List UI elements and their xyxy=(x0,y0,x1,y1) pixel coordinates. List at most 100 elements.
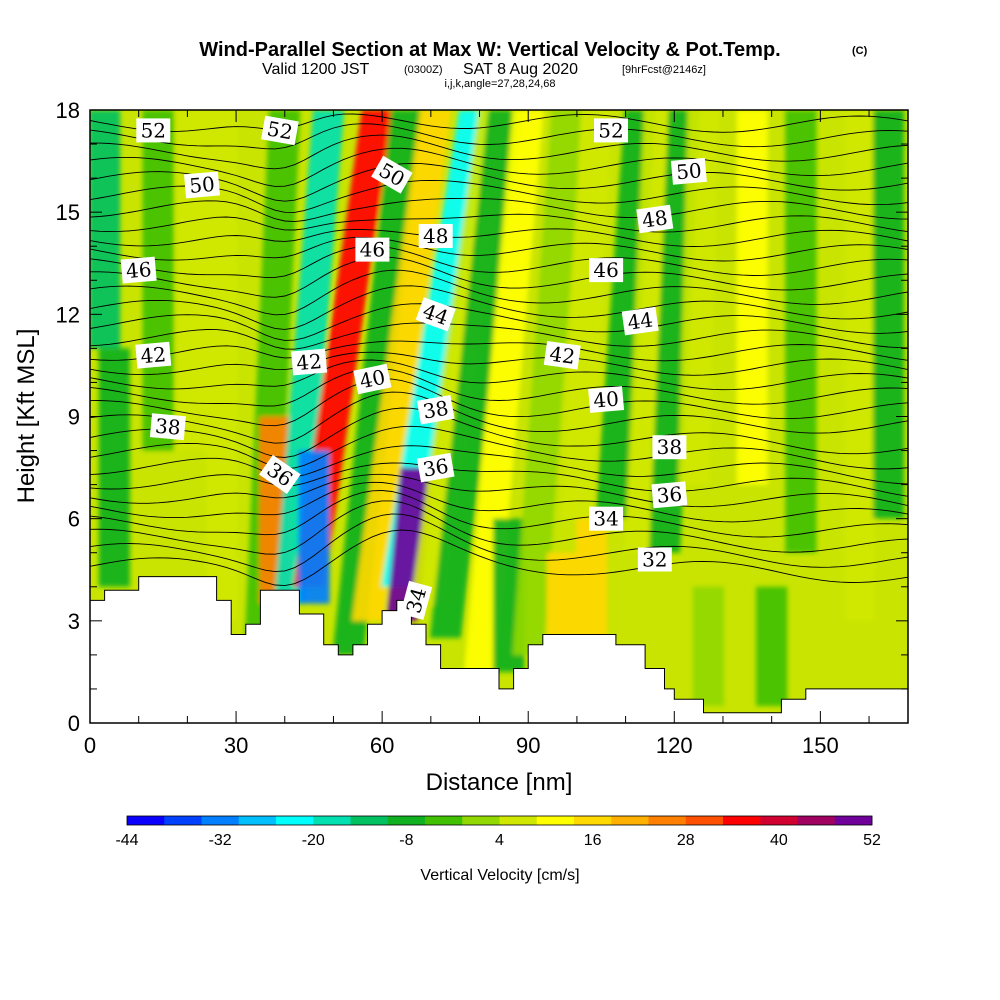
colorbar-swatch xyxy=(127,816,165,825)
contour-label: 52 xyxy=(261,115,299,146)
isentrope-line xyxy=(90,445,908,485)
contour-label-box xyxy=(670,157,707,185)
contour-label-text: 42 xyxy=(140,342,167,368)
velocity-band xyxy=(546,552,578,638)
contour-label-box xyxy=(136,118,171,143)
contour-label: 48 xyxy=(418,224,453,248)
y-tick-label: 9 xyxy=(68,405,80,430)
isentrope-line xyxy=(90,407,908,458)
contour-label: 36 xyxy=(416,452,455,483)
contour-label-box xyxy=(135,341,172,369)
contour-label-text: 46 xyxy=(125,257,152,283)
isentrope-line xyxy=(90,490,908,538)
isentrope-line xyxy=(90,351,908,376)
contour-label-text: 50 xyxy=(675,158,702,184)
contour-label-box xyxy=(651,481,688,509)
contour-label-text: 38 xyxy=(657,435,682,459)
contour-label-box xyxy=(400,580,433,620)
isentrope-line xyxy=(90,378,908,427)
contour-label-box xyxy=(149,413,186,441)
y-tick-label: 12 xyxy=(56,302,80,327)
isentrope-line xyxy=(90,368,908,407)
colorbar-swatch xyxy=(276,816,314,825)
velocity-band xyxy=(785,110,817,553)
contour-label: 36 xyxy=(651,481,688,509)
contour-label: 32 xyxy=(637,547,672,572)
colorbar-swatch xyxy=(238,816,277,825)
x-tick-label: 30 xyxy=(224,733,248,758)
contour-label-text: 42 xyxy=(295,349,322,375)
y-tick-label: 6 xyxy=(68,507,80,532)
contour-label-text: 34 xyxy=(593,507,618,531)
contour-label: 42 xyxy=(135,341,172,369)
potential-temperature-contours xyxy=(90,113,908,587)
contour-label-box xyxy=(589,506,624,531)
contour-label: 52 xyxy=(594,118,628,143)
contour-label-box xyxy=(371,155,413,194)
contour-label: 46 xyxy=(355,237,390,262)
colorbar-swatch xyxy=(201,816,240,825)
contour-label-text: 32 xyxy=(642,548,667,572)
isentrope-line xyxy=(90,113,908,133)
colorbar-swatch xyxy=(648,816,687,825)
copyright-mark: (C) xyxy=(852,45,868,57)
velocity-band xyxy=(98,348,130,587)
contour-label: 48 xyxy=(636,204,674,234)
colorbar-tick-label: -20 xyxy=(302,832,325,849)
contour-label-box xyxy=(589,258,624,283)
contour-label-box xyxy=(259,454,301,494)
x-tick-label: 60 xyxy=(370,733,394,758)
contour-label: 44 xyxy=(621,306,659,336)
contour-label-text: 46 xyxy=(593,258,618,282)
velocity-band xyxy=(90,110,121,349)
colorbar-frame xyxy=(126,815,873,826)
y-tick-label: 0 xyxy=(68,711,80,736)
contour-label-box xyxy=(652,435,687,460)
x-tick-label: 150 xyxy=(802,733,839,758)
isentrope-line xyxy=(90,236,908,262)
isentrope-line xyxy=(90,269,908,316)
colorbar-tick-label: 28 xyxy=(677,832,695,849)
isentrope-line xyxy=(90,162,908,202)
contour-label-text: 40 xyxy=(592,386,619,412)
velocity-band xyxy=(429,110,520,638)
colorbar-swatch xyxy=(425,816,463,825)
contour-label: 46 xyxy=(589,258,624,283)
colorbar-swatch xyxy=(834,816,873,825)
contour-label-text: 52 xyxy=(141,118,166,142)
contour-label-box xyxy=(543,340,581,370)
contour-label-text: 50 xyxy=(188,172,215,198)
velocity-band xyxy=(176,110,208,451)
colorbar-swatch xyxy=(611,816,649,825)
contour-label-text: 38 xyxy=(154,414,181,440)
y-tick-label: 15 xyxy=(56,200,80,225)
colorbar-swatch xyxy=(350,816,389,825)
velocity-band xyxy=(561,110,612,519)
y-tick-label: 18 xyxy=(56,98,80,123)
contour-label: 44 xyxy=(415,297,456,332)
contour-label: 52 xyxy=(136,118,171,143)
colorbar-tick-label: -32 xyxy=(209,832,232,849)
contour-label: 42 xyxy=(291,348,328,376)
contour-label-text: 46 xyxy=(360,238,385,262)
velocity-band xyxy=(244,110,301,638)
y-axis-label: Height [Kft MSL] xyxy=(13,329,40,504)
colorbar-label: Vertical Velocity [cm/s] xyxy=(420,867,579,884)
contour-label: 46 xyxy=(120,256,157,284)
isentrope-line xyxy=(90,513,908,573)
contour-label: 50 xyxy=(670,157,707,185)
colorbar-tick-label: -8 xyxy=(399,832,413,849)
isentrope-line xyxy=(90,303,908,341)
contour-label-text: 52 xyxy=(598,118,623,142)
colorbar-tick-label: -44 xyxy=(115,832,138,849)
contour-label: 40 xyxy=(353,363,392,395)
isentrope-line xyxy=(90,481,908,523)
contour-label: 38 xyxy=(652,435,687,460)
isentrope-line xyxy=(90,462,908,497)
contour-label-text: 44 xyxy=(626,307,655,334)
velocity-band xyxy=(678,110,720,485)
isentrope-line xyxy=(90,123,908,150)
colorbar-tick-label: 4 xyxy=(495,832,504,849)
contour-label: 42 xyxy=(543,340,581,370)
